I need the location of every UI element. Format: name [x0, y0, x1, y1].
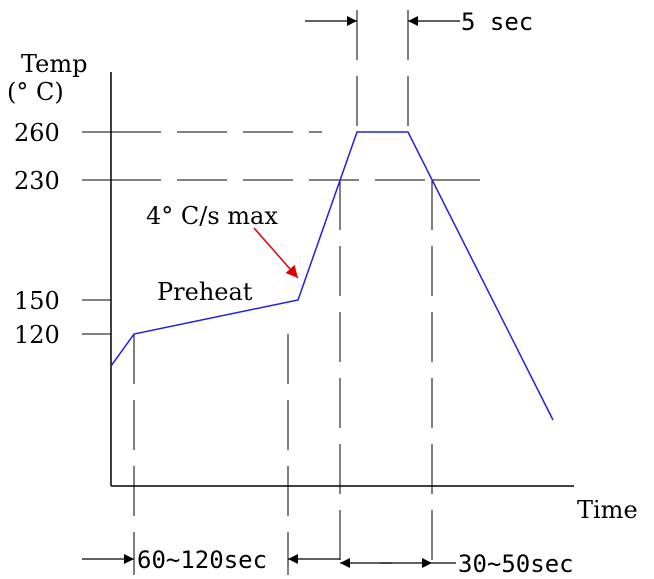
tick-label-260: 260 [14, 119, 60, 147]
temp-axis-title: Temp [21, 50, 87, 78]
temperature-profile-line [110, 131, 554, 421]
tick-label-120: 120 [14, 321, 60, 349]
ramp-rate-arrow [253, 227, 299, 279]
preheat-label: Preheat [157, 278, 253, 306]
tick-label-230: 230 [14, 167, 60, 195]
ramp-rate-label: 4° C/s max [146, 202, 278, 230]
temp-axis-unit: (° C) [7, 78, 64, 106]
tick-label-150: 150 [14, 287, 60, 315]
peak-duration-label: 5 sec [461, 8, 533, 36]
reflow-duration-label: 30~50sec [458, 550, 574, 578]
preheat-duration-label: 60~120sec [137, 546, 267, 574]
time-axis-title: Time [577, 496, 638, 524]
